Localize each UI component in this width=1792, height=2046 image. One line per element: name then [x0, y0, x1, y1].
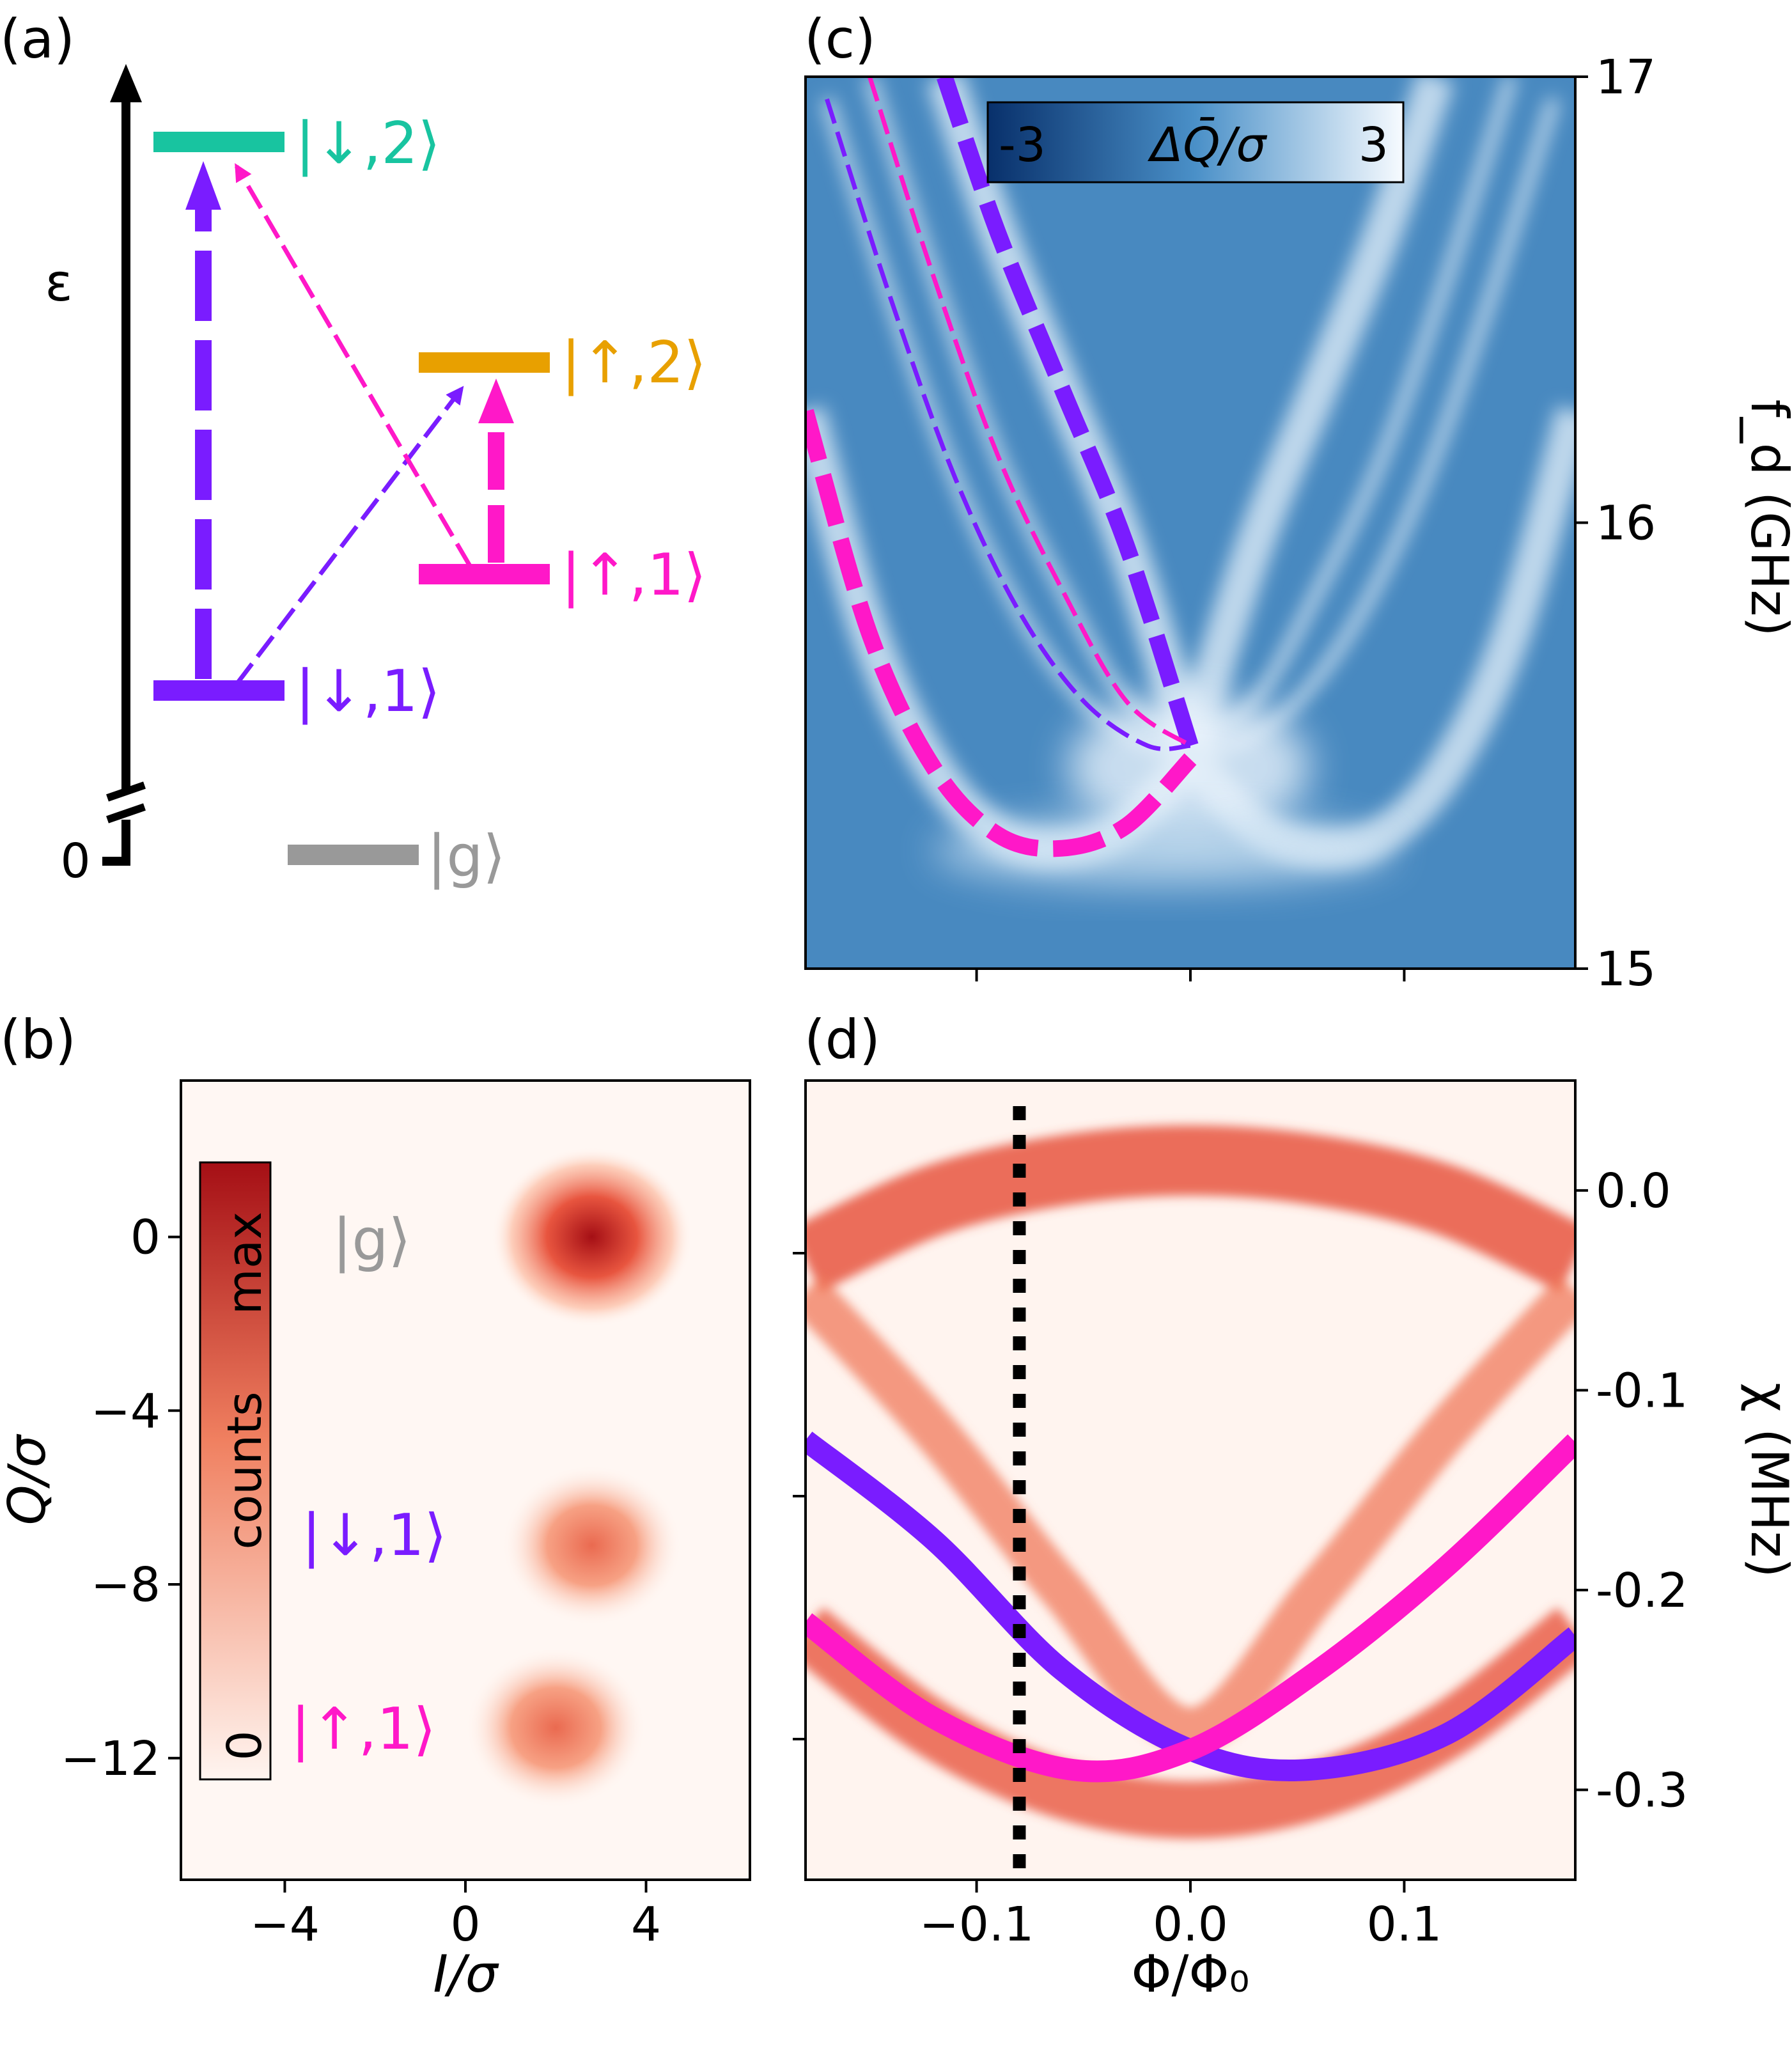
panel-d-label: (d) [804, 1008, 880, 1071]
d-xtick-label: −0.1 [919, 1897, 1034, 1952]
c-band-right-3 [1187, 77, 1518, 751]
blob-0 [491, 1147, 692, 1327]
panel-c-ticks: 15 16 17 [975, 50, 1656, 997]
panel-b: (b) −4 0 40−4−8−12 max counts 0 |g⟩ |↓,1⟩ … [0, 1008, 751, 2004]
panel-c-bottom-glow [933, 815, 1394, 886]
panel-d: (d) −0.1 0.0 0.1 0.0 -0.1 -0.2 -0.3 Φ/Φ₀ χ (MH… [793, 1008, 1792, 2004]
colorbar-counts-label: counts [217, 1391, 272, 1549]
blob-label-down1: |↓,1⟩ [302, 1502, 447, 1569]
panel-b-label: (b) [0, 1008, 76, 1071]
panel-d-series [806, 1432, 1575, 1783]
c-curve-0 [806, 409, 1197, 857]
state-label-ground: |g⟩ [427, 823, 506, 890]
c-ytick-label: 16 [1596, 496, 1656, 551]
blob-1 [502, 1465, 682, 1625]
d-ytick-label: 0.0 [1596, 1164, 1671, 1219]
panel-c-colorbar-min: -3 [999, 118, 1046, 173]
panel-b-xlabel: I/σ [433, 1944, 499, 2004]
b-xtick-label: −4 [250, 1897, 320, 1952]
blob-label-up1: |↑,1⟩ [291, 1696, 436, 1763]
state-label-up2: |↑,2⟩ [561, 329, 706, 396]
b-xtick-label: 0 [450, 1897, 480, 1952]
panel-c: (c) 15 16 17 -3 ΔQ̄/σ 3 f_d (GHz) [804, 8, 1792, 997]
energy-axis-arrowhead [110, 64, 142, 102]
arrowhead-up1-up2 [478, 379, 514, 423]
axis-break-mark [106, 781, 146, 824]
state-label-up1: |↑,1⟩ [561, 542, 706, 609]
c-ytick-label: 17 [1596, 50, 1656, 105]
d-ytick-label: -0.1 [1596, 1363, 1688, 1418]
c-curve-3 [867, 77, 1192, 748]
d-band-1 [806, 1275, 1575, 1753]
panel-b-ticks: −4 0 4 0 −4 −8 −12 [61, 1210, 661, 1952]
d-series-1 [806, 1434, 1575, 1783]
panel-c-colorbar-label: ΔQ̄/σ [1148, 117, 1268, 173]
transition-down1-up2 [235, 386, 464, 686]
d-xtick-label: 0.0 [1153, 1897, 1228, 1952]
energy-axis-label: ε [45, 253, 72, 313]
panel-c-ylabel: f_d (GHz) [1740, 400, 1792, 637]
panel-c-colorbar-max: 3 [1359, 118, 1389, 173]
colorbar-max-label: max [217, 1212, 272, 1315]
panel-b-ylabel: Q/σ [0, 1433, 57, 1525]
b-xtick-label: 4 [631, 1897, 661, 1952]
panel-d-xlabel: Φ/Φ₀ [1132, 1944, 1250, 2004]
b-ytick-label: −8 [91, 1558, 160, 1613]
d-band-0 [806, 1125, 1575, 1293]
panel-c-colorbar [986, 101, 1405, 184]
panel-c-theory-curves [806, 77, 1199, 857]
state-label-down1: |↓,1⟩ [295, 658, 440, 725]
d-ytick-label: -0.2 [1596, 1563, 1688, 1618]
panel-c-label: (c) [804, 8, 876, 70]
panel-d-ticks: −0.1 0.0 0.1 0.0 -0.1 -0.2 -0.3 [793, 1164, 1688, 1952]
blob-2 [466, 1648, 646, 1808]
d-xtick-label: 0.1 [1367, 1897, 1442, 1952]
blob-label-ground: |g⟩ [332, 1207, 411, 1274]
d-ytick-label: -0.3 [1596, 1763, 1688, 1818]
panel-a-label: (a) [0, 8, 75, 70]
state-label-down2: |↓,2⟩ [295, 110, 440, 177]
c-curve-2 [825, 98, 1191, 751]
transition-up1-down2 [234, 163, 472, 567]
energy-zero-label: 0 [60, 834, 90, 889]
b-ytick-label: 0 [130, 1210, 160, 1265]
panel-d-ylabel: χ (MHz) [1740, 1382, 1792, 1577]
panel-a: (a) ε 0 |↓,2⟩ |↑,2⟩ |↑,1⟩ |↓,1⟩ |g⟩ [0, 8, 706, 890]
colorbar-min-label: 0 [217, 1730, 272, 1760]
b-ytick-label: −4 [91, 1384, 160, 1439]
b-ytick-label: −12 [61, 1731, 160, 1786]
panel-b-blobs [466, 1147, 692, 1808]
panel-b-colorbar [199, 1161, 272, 1781]
c-curve-1 [937, 77, 1199, 749]
arrowhead-down1-down2 [185, 161, 221, 210]
c-ytick-label: 15 [1596, 942, 1656, 997]
